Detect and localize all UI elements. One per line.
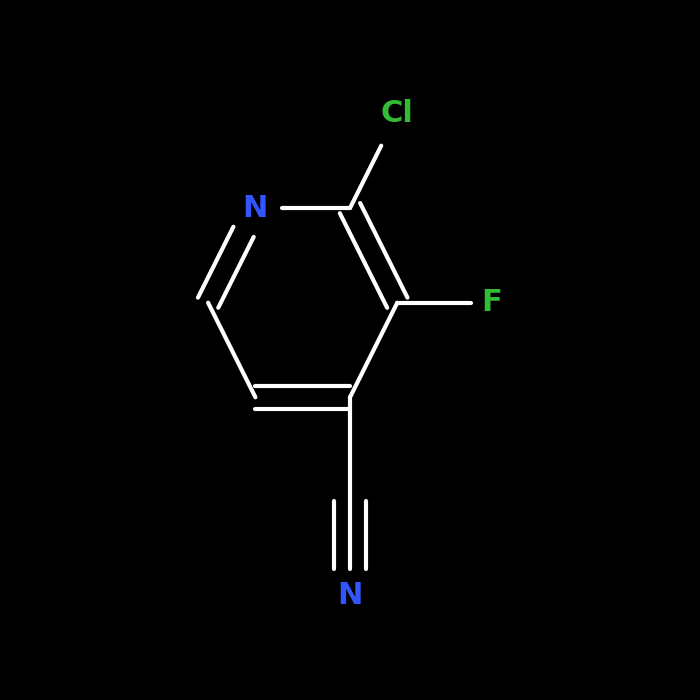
Text: N: N	[243, 194, 268, 223]
Text: N: N	[337, 582, 363, 610]
Text: Cl: Cl	[381, 99, 414, 128]
Text: F: F	[482, 288, 503, 317]
